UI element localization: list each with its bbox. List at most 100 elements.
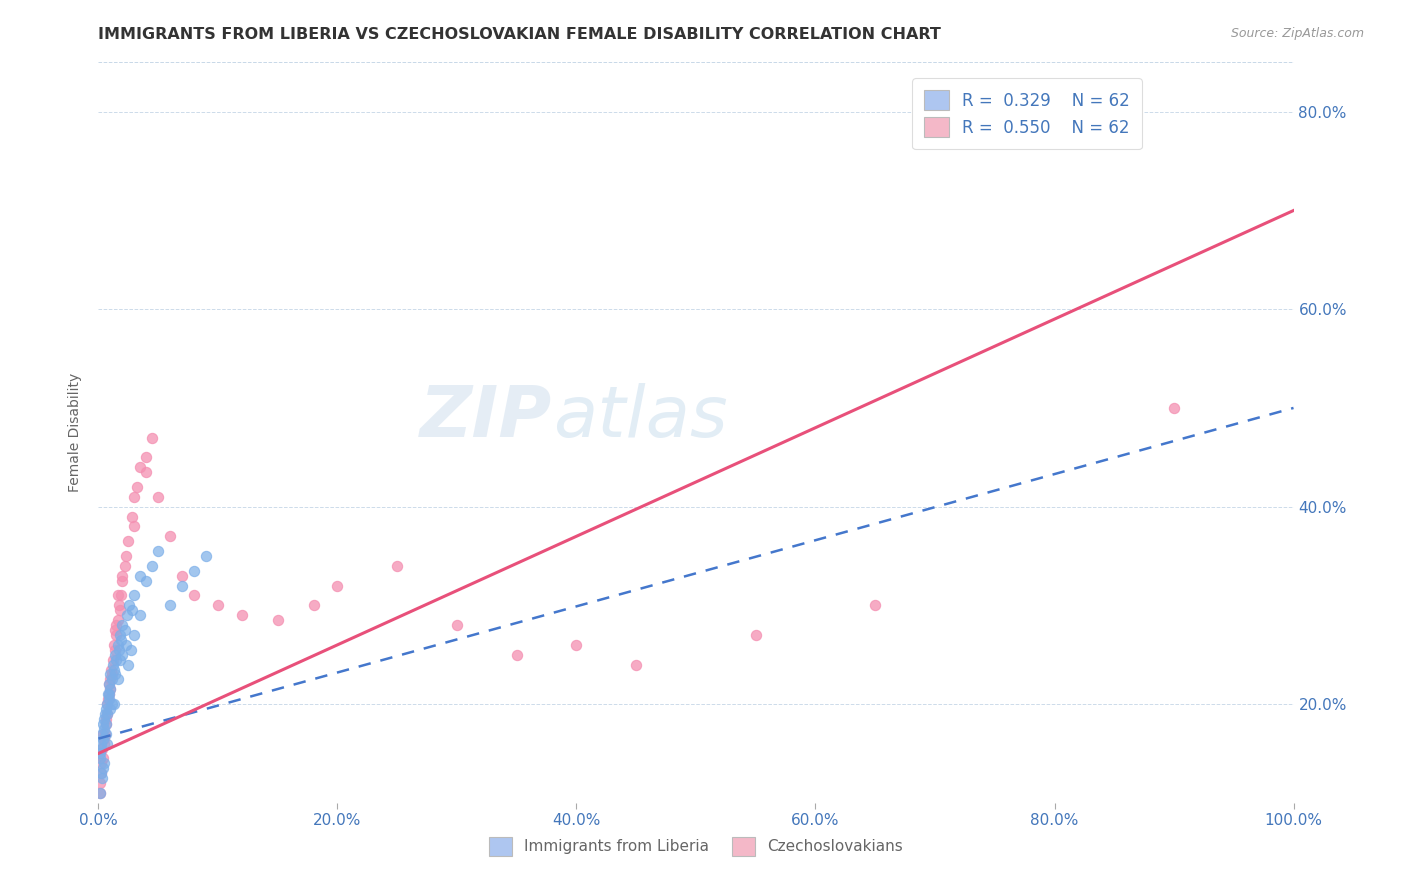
Point [97, 687, 120, 701]
Point [96, 706, 118, 721]
Point [91, 741, 114, 756]
Point [90, 741, 112, 756]
Point [104, 667, 127, 681]
Point [103, 638, 125, 652]
Point [135, 574, 157, 588]
Point [267, 613, 290, 627]
Point [506, 648, 529, 662]
Point [97, 692, 120, 706]
Point [90, 766, 112, 780]
Point [97, 687, 120, 701]
Point [96, 737, 118, 751]
Point [94, 716, 117, 731]
Point [111, 648, 134, 662]
Text: IMMIGRANTS FROM LIBERIA VS CZECHOSLOVAKIAN FEMALE DISABILITY CORRELATION CHART: IMMIGRANTS FROM LIBERIA VS CZECHOSLOVAKI… [98, 27, 941, 42]
Point [108, 653, 131, 667]
Point [172, 579, 194, 593]
Point [94, 727, 117, 741]
Point [98, 667, 122, 681]
Point [117, 657, 139, 672]
Point [89, 786, 111, 800]
Point [118, 599, 141, 613]
Point [98, 677, 121, 691]
Point [117, 534, 139, 549]
Point [89, 786, 111, 800]
Point [100, 663, 122, 677]
Point [98, 677, 121, 691]
Point [141, 558, 163, 573]
Point [745, 628, 768, 642]
Point [326, 579, 349, 593]
Point [105, 628, 128, 642]
Point [91, 727, 114, 741]
Point [93, 712, 115, 726]
Point [124, 589, 146, 603]
Point [98, 687, 121, 701]
Point [115, 638, 138, 652]
Point [103, 663, 125, 677]
Point [111, 574, 134, 588]
Point [865, 599, 887, 613]
Point [129, 608, 152, 623]
Point [107, 673, 129, 687]
Point [385, 558, 409, 573]
Point [183, 589, 205, 603]
Point [93, 722, 115, 736]
Point [89, 747, 111, 761]
Point [107, 642, 129, 657]
Point [105, 653, 128, 667]
Point [135, 465, 157, 479]
Point [626, 657, 648, 672]
Point [115, 549, 138, 563]
Text: Source: ZipAtlas.com: Source: ZipAtlas.com [1230, 27, 1364, 40]
Point [91, 751, 114, 765]
Point [207, 599, 229, 613]
Point [172, 568, 194, 582]
Point [121, 603, 143, 617]
Point [90, 737, 112, 751]
Point [103, 697, 125, 711]
Point [115, 608, 138, 623]
Point [125, 480, 148, 494]
Point [104, 648, 127, 662]
Point [90, 766, 112, 780]
Point [91, 771, 114, 785]
Point [89, 776, 111, 790]
Point [93, 737, 115, 751]
Y-axis label: Female Disability: Female Disability [69, 373, 83, 492]
Point [135, 450, 157, 465]
Point [111, 618, 134, 632]
Point [91, 716, 114, 731]
Point [97, 692, 120, 706]
Point [124, 628, 146, 642]
Legend: Immigrants from Liberia, Czechoslovakians: Immigrants from Liberia, Czechoslovakian… [482, 831, 910, 862]
Text: atlas: atlas [553, 384, 727, 452]
Point [93, 756, 115, 771]
Point [94, 716, 117, 731]
Point [90, 756, 112, 771]
Point [141, 431, 163, 445]
Point [108, 603, 131, 617]
Point [89, 751, 111, 765]
Point [124, 490, 146, 504]
Point [111, 568, 134, 582]
Point [124, 519, 146, 533]
Point [98, 702, 122, 716]
Point [105, 618, 128, 632]
Point [98, 682, 122, 697]
Point [114, 623, 136, 637]
Point [446, 618, 468, 632]
Point [101, 657, 124, 672]
Point [103, 623, 125, 637]
Point [94, 727, 117, 741]
Point [101, 653, 124, 667]
Point [159, 529, 181, 543]
Point [100, 667, 122, 681]
Point [91, 761, 114, 775]
Point [107, 589, 129, 603]
Point [110, 632, 132, 647]
Point [98, 682, 121, 697]
Point [195, 549, 218, 563]
Point [96, 697, 118, 711]
Point [183, 564, 205, 578]
